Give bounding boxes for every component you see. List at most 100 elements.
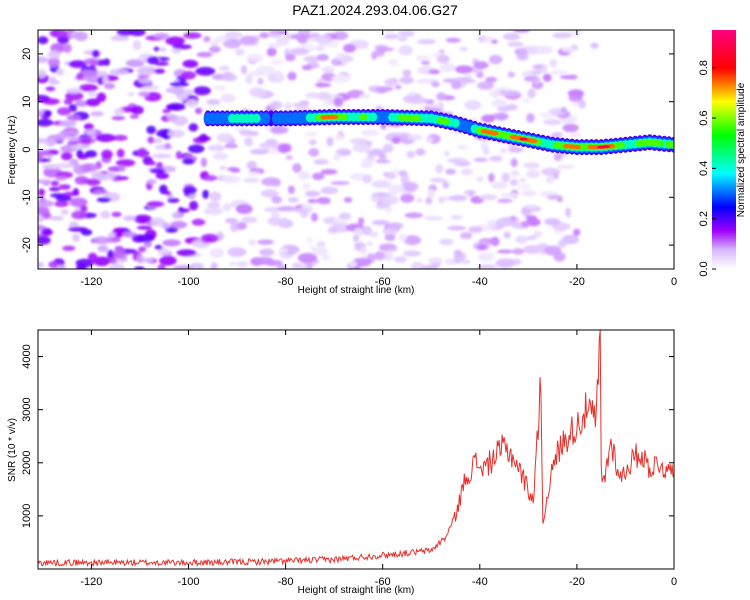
snr-y-tick-label: 2000 bbox=[21, 451, 33, 475]
heatmap-noise-blob bbox=[513, 30, 531, 33]
heatmap-noise-blob bbox=[38, 69, 47, 79]
snr-x-tick-label: -120 bbox=[80, 576, 102, 588]
heatmap-noise-blob bbox=[448, 195, 468, 202]
heatmap-noise-blob bbox=[401, 181, 419, 192]
heatmap-noise-blob bbox=[167, 198, 180, 203]
heatmap-noise-blob bbox=[495, 112, 509, 121]
heatmap-noise-blob bbox=[341, 55, 354, 63]
heatmap-noise-blob bbox=[521, 190, 538, 197]
heatmap-noise-blob bbox=[248, 87, 266, 97]
heatmap-noise-blob bbox=[136, 225, 153, 230]
heatmap-noise-blob bbox=[79, 163, 99, 172]
heatmap-noise-blob bbox=[203, 36, 211, 43]
heatmap-noise-blob bbox=[521, 207, 532, 217]
heatmap-noise-blob bbox=[468, 226, 483, 234]
heatmap-noise-blob bbox=[270, 125, 289, 135]
heatmap-noise-blob bbox=[100, 210, 111, 219]
heatmap-noise-blob bbox=[264, 259, 283, 267]
heatmap-noise-blob bbox=[489, 54, 503, 65]
heatmap-noise-blob bbox=[511, 248, 525, 255]
heatmap-noise-blob bbox=[175, 150, 182, 160]
heatmap-noise-blob bbox=[446, 158, 466, 163]
heatmap-noise-blob bbox=[129, 30, 146, 37]
heatmap-noise-blob bbox=[382, 143, 394, 153]
heatmap-noise-blob bbox=[113, 176, 129, 181]
heatmap-noise-blob bbox=[453, 253, 462, 264]
heatmap-noise-blob bbox=[95, 133, 116, 143]
heatmap-noise-blob bbox=[306, 236, 314, 244]
heatmap-noise-blob bbox=[194, 107, 203, 115]
heatmap-noise-blob bbox=[382, 251, 394, 261]
heatmap-noise-blob bbox=[185, 99, 199, 108]
heatmap-noise-blob bbox=[159, 184, 168, 195]
heatmap-noise-blob bbox=[397, 30, 415, 37]
snr-x-tick-label: -40 bbox=[472, 576, 488, 588]
heatmap-ridge-cell bbox=[616, 142, 625, 149]
heatmap-noise-blob bbox=[380, 195, 399, 205]
heatmap-noise-blob bbox=[103, 82, 115, 90]
heatmap-noise-blob bbox=[38, 188, 45, 197]
heatmap-noise-blob bbox=[551, 132, 563, 137]
heatmap-noise-blob bbox=[302, 183, 311, 191]
heatmap-noise-blob bbox=[93, 256, 111, 267]
heatmap-noise-blob bbox=[196, 51, 213, 58]
heatmap-noise-blob bbox=[230, 167, 241, 173]
heatmap-noise-blob bbox=[207, 144, 226, 152]
heatmap-noise-blob bbox=[398, 233, 408, 242]
heatmap-x-tick-label: -40 bbox=[472, 276, 488, 288]
heatmap-x-tick-label: -20 bbox=[569, 276, 585, 288]
heatmap-noise-blob bbox=[72, 233, 80, 242]
heatmap-noise-blob bbox=[230, 222, 239, 233]
heatmap-noise-blob bbox=[292, 163, 302, 173]
heatmap-noise-blob bbox=[510, 170, 520, 177]
heatmap-noise-blob bbox=[459, 46, 469, 52]
heatmap-noise-blob bbox=[240, 65, 248, 75]
heatmap-noise-blob bbox=[162, 108, 171, 114]
heatmap-noise-blob bbox=[227, 247, 247, 257]
heatmap-noise-blob bbox=[435, 164, 444, 174]
colorbar: 0.0 0.2 0.4 0.6 0.8 Normalized spectral ampl… bbox=[698, 30, 747, 277]
heatmap-noise-blob bbox=[287, 71, 297, 81]
heatmap-noise-blob bbox=[552, 32, 572, 39]
figure-title: PAZ1.2024.293.04.06.G27 bbox=[292, 2, 458, 18]
heatmap-noise-blob bbox=[438, 196, 445, 204]
heatmap-noise-blob bbox=[487, 219, 497, 230]
heatmap-noise-blob bbox=[115, 159, 136, 167]
heatmap-noise-blob bbox=[86, 178, 101, 186]
heatmap-noise-blob bbox=[116, 30, 134, 37]
heatmap-noise-blob bbox=[131, 234, 146, 243]
colorbar-tick-label: 0.0 bbox=[698, 261, 710, 276]
heatmap-noise-blob bbox=[147, 136, 155, 144]
heatmap-noise-blob bbox=[438, 49, 445, 54]
heatmap-noise-blob bbox=[216, 133, 234, 143]
heatmap-noise-blob bbox=[314, 82, 332, 88]
heatmap-noise-blob bbox=[392, 132, 412, 138]
heatmap-noise-blob bbox=[559, 75, 578, 80]
snr-x-tick-label: -80 bbox=[278, 576, 294, 588]
heatmap-noise-blob bbox=[533, 230, 543, 238]
heatmap-noise-blob bbox=[403, 95, 415, 103]
heatmap-noise-blob bbox=[399, 76, 414, 84]
heatmap-noise-blob bbox=[182, 158, 195, 165]
heatmap-noise-blob bbox=[191, 218, 206, 226]
heatmap-noise-blob bbox=[65, 91, 84, 101]
heatmap-noise-blob bbox=[312, 247, 328, 256]
heatmap-noise-blob bbox=[60, 209, 69, 216]
heatmap-x-tick-label: -100 bbox=[177, 276, 199, 288]
heatmap-noise-blob bbox=[565, 207, 572, 218]
snr-panel: -120 -100 -80 -60 -40 -20 0 1000 2000 3000 4000 H… bbox=[7, 329, 677, 596]
heatmap-noise-blob bbox=[207, 201, 221, 209]
heatmap-noise-blob bbox=[398, 45, 413, 56]
heatmap-noise-blob bbox=[277, 206, 297, 212]
heatmap-noise-blob bbox=[241, 216, 258, 224]
heatmap-noise-blob bbox=[562, 123, 579, 133]
heatmap-noise-blob bbox=[407, 134, 423, 141]
heatmap-noise-blob bbox=[333, 153, 341, 162]
snr-x-tick-label: -60 bbox=[375, 576, 391, 588]
colorbar-tick-label: 0.8 bbox=[698, 60, 710, 75]
heatmap-ridge-cell bbox=[339, 113, 349, 121]
heatmap-noise-blob bbox=[248, 71, 262, 76]
heatmap-noise-blob bbox=[545, 175, 554, 184]
heatmap-noise-blob bbox=[161, 250, 173, 256]
heatmap-noise-blob bbox=[287, 185, 295, 194]
